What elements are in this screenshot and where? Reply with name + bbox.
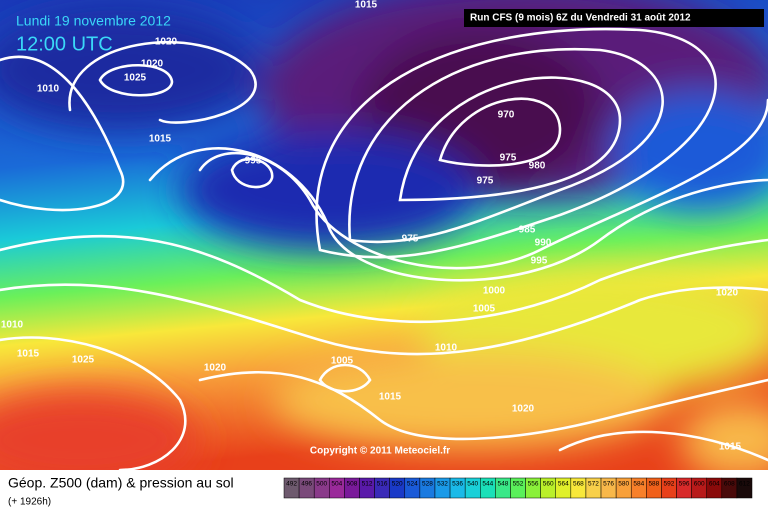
scale-box <box>736 477 753 499</box>
isobar-label: 975 <box>402 234 419 245</box>
isobar-label: 1015 <box>149 134 172 145</box>
scale-label: 504 <box>331 481 342 488</box>
isobar-label: 1010 <box>37 84 60 95</box>
isobar-label: 1015 <box>17 349 40 360</box>
scale-label: 508 <box>347 481 358 488</box>
isobar-label: 1025 <box>124 73 147 84</box>
copyright: Copyright © 2011 Meteociel.fr <box>310 446 450 457</box>
color-scale: 492 496 500 504 508 512 516 520 524 528 532 536 540 5… <box>283 477 753 499</box>
isobar-label: 1015 <box>719 442 742 453</box>
scale-label: 596 <box>679 481 690 488</box>
isobar-label: 1010 <box>1 320 24 331</box>
scale-label: 568 <box>573 481 584 488</box>
scale-label: 608 <box>724 481 735 488</box>
scale-label: 496 <box>301 481 312 488</box>
scale-label: 544 <box>482 481 493 488</box>
isobar-label: 980 <box>529 161 546 172</box>
scale-label: 520 <box>392 481 403 488</box>
isobar-label: 1005 <box>331 356 354 367</box>
isobar-label: 975 <box>477 176 494 187</box>
scale-label: 536 <box>452 481 463 488</box>
isobar-label: 995 <box>245 156 262 167</box>
scale-label: 552 <box>513 481 524 488</box>
run-box <box>464 9 764 27</box>
isobar-label: 1005 <box>473 304 496 315</box>
isobar-label: 990 <box>535 238 552 249</box>
scale-label: 560 <box>543 481 554 488</box>
time: 12:00 UTC <box>16 33 113 55</box>
isobar-label: 975 <box>500 153 517 164</box>
run-info: Run CFS (9 mois) 6Z du Vendredi 31 août … <box>470 13 691 24</box>
scale-label: 528 <box>422 481 433 488</box>
scale-label: 524 <box>407 481 418 488</box>
footer-lead: (+ 1926h) <box>8 497 51 508</box>
scale-label: 540 <box>467 481 478 488</box>
footer-title: Géop. Z500 (dam) & pression au sol <box>8 475 234 491</box>
scale-label: 556 <box>528 481 539 488</box>
scale-label: 492 <box>286 481 297 488</box>
scale-label: 592 <box>664 481 675 488</box>
isobar-label: 995 <box>531 256 548 267</box>
scale-label: 532 <box>437 481 448 488</box>
scale-label: 576 <box>603 481 614 488</box>
isobar-label: 1015 <box>355 0 378 11</box>
isobar-label: 1010 <box>435 343 458 354</box>
isobar-label: 1020 <box>141 59 164 70</box>
isobar-label: 1020 <box>512 404 535 415</box>
scale-label: 548 <box>497 481 508 488</box>
scale-label: 512 <box>362 481 373 488</box>
scale-label: 580 <box>618 481 629 488</box>
scale-label: 516 <box>377 481 388 488</box>
field <box>0 0 768 490</box>
scale-label: 612 <box>739 481 750 488</box>
isobars <box>0 27 768 472</box>
scale-label: 584 <box>633 481 644 488</box>
isobar-label: 1020 <box>716 288 739 299</box>
isobar-labels: 1015 1020 1020 1025 1010 1015 995 970 975 980 975 9… <box>1 0 742 453</box>
scale-label: 604 <box>709 481 720 488</box>
scale-label: 588 <box>648 481 659 488</box>
isobar-label: 1000 <box>483 286 506 297</box>
scale-label: 564 <box>558 481 569 488</box>
scale-label: 600 <box>694 481 705 488</box>
isobar-label: 1020 <box>155 37 178 48</box>
isobar-label: 970 <box>498 110 515 121</box>
scale-label: 572 <box>588 481 599 488</box>
isobar-label: 1020 <box>204 363 227 374</box>
date: Lundi 19 novembre 2012 <box>16 13 171 29</box>
isobar-label: 1025 <box>72 355 95 366</box>
scale-label: 500 <box>316 481 327 488</box>
isobar-label: 1015 <box>379 392 402 403</box>
isobar-label: 985 <box>519 225 536 236</box>
